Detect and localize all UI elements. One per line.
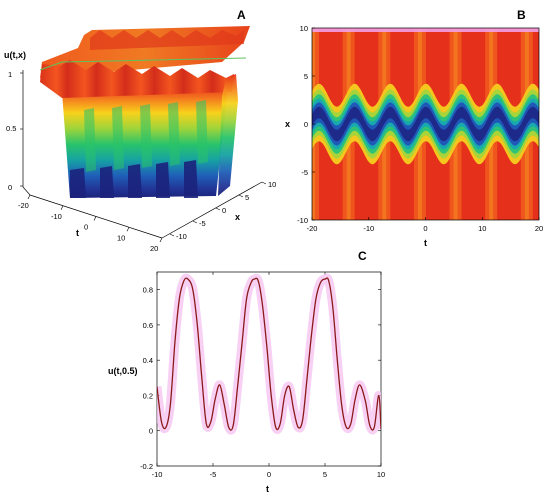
line-y-tick-label: 0.4 xyxy=(143,356,153,365)
line-y-tick-label: -0.2 xyxy=(140,462,153,471)
panel-c-letter: C xyxy=(358,249,367,263)
heatmap-y-tick-label: 10 xyxy=(300,24,308,33)
panel-a: A u(t,x) 1 0.5 0 -20 -10 0 10 20 -10 -5 0 5 10 t… xyxy=(4,8,276,253)
heatmap-x-tick-label: 10 xyxy=(478,224,486,233)
line-x-tick-label: 0 xyxy=(267,470,271,479)
t-tick-label: -10 xyxy=(51,212,62,221)
x-tick-label: 5 xyxy=(245,193,249,202)
panel-a-zlabel: u(t,x) xyxy=(4,50,26,60)
line-plot-ticks: -10 -5 0 5 10 -0.2 0 0.2 0.4 0.6 0.8 xyxy=(140,272,385,479)
z-tick-0.5: 0.5 xyxy=(6,124,16,133)
x-ticks: -10 -5 0 5 10 xyxy=(169,180,276,241)
heatmap-x-tick-label: -20 xyxy=(307,224,318,233)
line-y-tick-label: 0 xyxy=(149,427,153,436)
panel-c: C -10 -5 0 5 10 -0.2 0 0.2 0.4 0.6 0.8 t u(t,0.5) xyxy=(108,249,385,494)
heatmap-x-tick-label: -10 xyxy=(363,224,374,233)
x-tick-label: 0 xyxy=(222,206,226,215)
x-tick-label: -5 xyxy=(199,219,206,228)
panel-a-ylabel: x xyxy=(235,212,240,222)
t-tick-label: 20 xyxy=(150,244,158,253)
panel-b-ylabel: x xyxy=(285,119,290,129)
line-y-tick-label: 0.6 xyxy=(143,321,153,330)
line-x-tick-label: 10 xyxy=(377,470,385,479)
t-ticks: -20 -10 0 10 20 xyxy=(18,194,163,253)
line-x-tick-label: -5 xyxy=(210,470,217,479)
panel-a-letter: A xyxy=(237,8,246,22)
heatmap-y-tick-label: 5 xyxy=(304,72,308,81)
panel-c-ylabel: u(t,0.5) xyxy=(108,366,138,376)
z-tick-0: 0 xyxy=(8,183,12,192)
line-x-tick-label: -10 xyxy=(152,470,163,479)
surface-near-plateau xyxy=(40,60,234,98)
x-axis-line xyxy=(161,181,263,239)
panel-c-xlabel: t xyxy=(266,484,269,494)
panel-a-xlabel: t xyxy=(76,228,79,238)
heatmap-y-tick-label: -10 xyxy=(297,216,308,225)
x-tick-label: -10 xyxy=(176,232,187,241)
line-y-tick-label: 0.8 xyxy=(143,286,153,295)
panel-b-xlabel: t xyxy=(424,238,427,248)
panel-b-letter: B xyxy=(517,8,526,22)
line-y-tick-label: 0.2 xyxy=(143,391,153,400)
heatmap-y-tick-label: 0 xyxy=(304,120,308,129)
line-x-tick-label: 5 xyxy=(323,470,327,479)
heatmap-x-tick-label: 20 xyxy=(535,224,543,233)
surface-plot xyxy=(39,26,250,198)
x-tick-label: 10 xyxy=(268,180,276,189)
t-tick-label: 0 xyxy=(84,223,88,232)
line-series xyxy=(157,277,381,431)
heatmap-wave-band xyxy=(312,83,539,165)
heatmap-x-tick-label: 0 xyxy=(423,224,427,233)
t-tick-label: -20 xyxy=(18,201,29,210)
heatmap-y-tick-label: -5 xyxy=(301,168,308,177)
t-tick-label: 10 xyxy=(117,233,125,242)
z-tick-1: 1 xyxy=(8,70,12,79)
